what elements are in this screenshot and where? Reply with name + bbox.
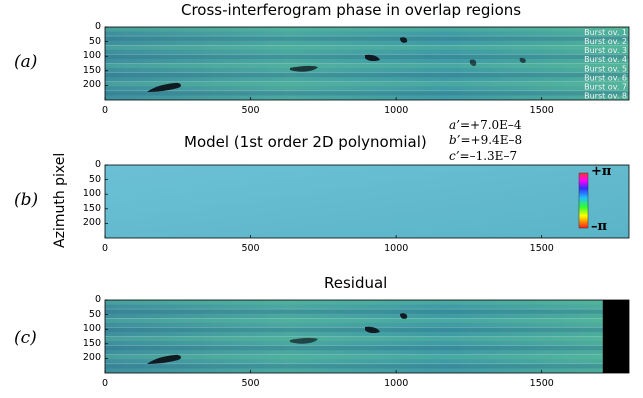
panel-b-frame — [104, 164, 630, 239]
feature-c-3 — [400, 313, 408, 319]
panel-c-dark-features — [147, 313, 408, 364]
feature-c-1 — [147, 354, 182, 364]
x-tick-label: 1000 — [384, 243, 409, 254]
y-tick-label: 200 — [82, 352, 101, 364]
panel-b-title: Model (1st order 2D polynomial) — [184, 133, 427, 151]
y-tick-label: 50 — [88, 308, 101, 320]
y-tick-label: 100 — [82, 188, 101, 200]
panel-a-frame — [104, 26, 630, 101]
colorbar-gradient — [578, 172, 589, 229]
feature-a-4 — [400, 37, 408, 43]
feature-a-2 — [290, 65, 318, 72]
x-tick-label: 1000 — [384, 378, 409, 389]
panel-c-plot — [104, 299, 630, 374]
burst-label: Burst ov. 6 — [584, 73, 627, 82]
colorbar — [578, 172, 589, 229]
y-tick-label: 150 — [82, 64, 101, 76]
burst-stripe — [105, 72, 629, 78]
y-tick-label: 0 — [94, 294, 101, 305]
y-tick-label: 150 — [82, 202, 101, 214]
x-tick-label: 1500 — [529, 105, 554, 116]
panel-b-label: (b) — [14, 190, 39, 210]
y-tick-label: 100 — [82, 323, 101, 335]
burst-label: Burst ov. 3 — [584, 46, 627, 55]
burst-label: Burst ov. 1 — [584, 28, 627, 37]
feature-a-5 — [469, 59, 477, 66]
feature-a-6 — [519, 57, 526, 63]
y-tick-label: 50 — [88, 35, 101, 47]
burst-stripe — [105, 336, 629, 342]
panel-c-frame — [104, 299, 630, 374]
feature-c-4 — [290, 337, 318, 344]
panel-a-label: (a) — [14, 52, 38, 72]
x-tick-label: 500 — [241, 243, 260, 254]
feature-a-3 — [365, 54, 380, 62]
panel-b-image — [105, 165, 629, 238]
colorbar-min-label: –π — [591, 219, 608, 234]
burst-stripe — [105, 90, 629, 96]
y-tick-label: 0 — [94, 159, 101, 170]
burst-label: Burst ov. 2 — [584, 37, 627, 46]
panel-a-ticks — [104, 26, 543, 100]
panel-a-dark-features — [147, 37, 526, 92]
x-tick-label: 1000 — [384, 105, 409, 116]
x-tick-label: 1500 — [529, 243, 554, 254]
panel-c-masked-region — [602, 300, 629, 373]
y-tick-label: 200 — [82, 79, 101, 91]
coef-c: c’=–1.3E–7 — [449, 149, 518, 163]
panel-c-title: Residual — [324, 274, 388, 292]
burst-stripe — [105, 45, 629, 50]
burst-stripe — [105, 300, 629, 305]
panel-a-title: Cross-interferogram phase in overlap reg… — [181, 1, 522, 19]
y-tick-label: 0 — [94, 21, 101, 32]
y-tick-label: 200 — [82, 217, 101, 229]
coef-b: b’=+9.4E–8 — [449, 133, 523, 147]
coef-a: a’=+7.0E–4 — [449, 118, 522, 132]
y-tick-label: 100 — [82, 50, 101, 62]
x-tick-label: 1500 — [529, 378, 554, 389]
panel-c-label: (c) — [14, 328, 37, 348]
burst-stripe — [105, 63, 629, 69]
x-tick-label: 500 — [241, 105, 260, 116]
panel-b-ticks — [104, 164, 543, 238]
burst-label: Burst ov. 8 — [584, 92, 627, 101]
x-tick-label: 0 — [101, 105, 109, 116]
burst-label: Burst ov. 4 — [584, 55, 627, 64]
y-tick-label: 50 — [88, 173, 101, 185]
colorbar-max-label: +π — [591, 164, 612, 179]
burst-stripe — [105, 318, 629, 323]
y-tick-label: 150 — [82, 337, 101, 349]
x-tick-label: 500 — [241, 378, 260, 389]
burst-stripe — [105, 81, 629, 87]
feature-a-1 — [147, 82, 182, 92]
burst-label: Burst ov. 5 — [584, 64, 627, 73]
burst-stripe — [105, 354, 629, 360]
burst-stripe — [105, 309, 629, 314]
burst-stripe — [105, 345, 629, 351]
burst-stripe — [105, 27, 629, 32]
x-tick-label: 0 — [101, 378, 109, 389]
burst-stripe — [105, 36, 629, 41]
panel-c-ticks — [104, 299, 543, 373]
burst-stripe — [105, 363, 629, 369]
x-tick-label: 0 — [101, 243, 109, 254]
burst-label: Burst ov. 7 — [584, 83, 627, 92]
feature-c-2 — [365, 326, 380, 334]
panel-b-plot — [104, 164, 630, 239]
